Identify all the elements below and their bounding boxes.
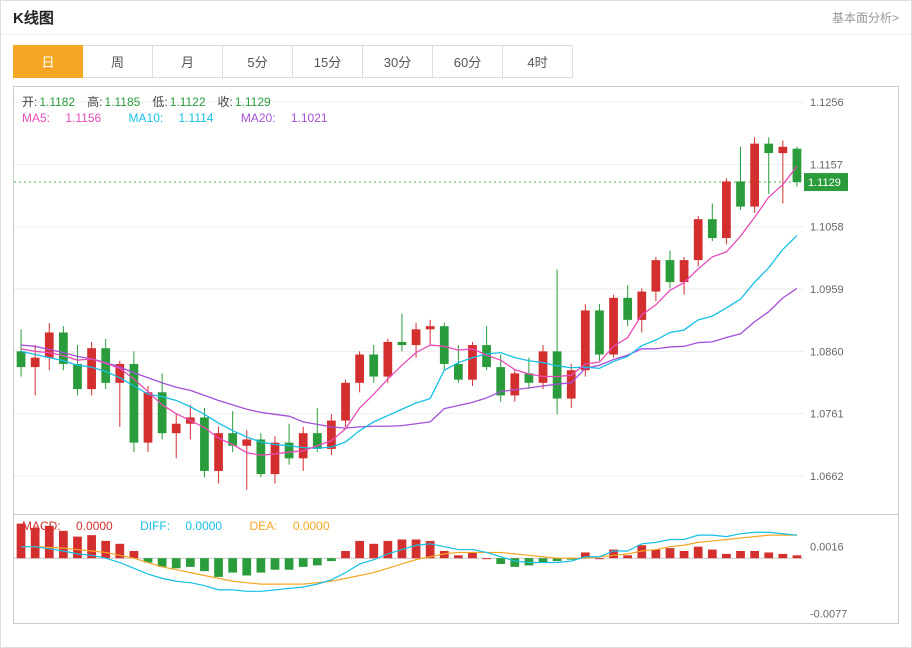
timeframe-tabs: 日周月5分15分30分60分4时 (1, 35, 911, 86)
ma20-label: MA20: 1.1021 (241, 111, 340, 125)
chart-title: K线图 (13, 7, 54, 28)
svg-text:1.1058: 1.1058 (810, 222, 844, 234)
candlestick-svg: 1.0662 1.0761 1.0860 1.0959 1.1058 1.1157 1.12… (14, 87, 849, 515)
diff-label: DIFF: 0.0000 (140, 519, 234, 533)
tab-月[interactable]: 月 (153, 45, 223, 78)
svg-text:1.1157: 1.1157 (810, 159, 843, 171)
open-label: 开: (22, 95, 37, 109)
svg-text:1.1129: 1.1129 (808, 177, 841, 189)
chart-area: 开:1.1182 高:1.1185 低:1.1122 收:1.1129 MA5:… (13, 86, 899, 624)
kline-panel: K线图 基本面分析> 日周月5分15分30分60分4时 开:1.1182 高:1… (0, 0, 912, 648)
ma5-label: MA5: 1.1156 (22, 111, 113, 125)
macd-label: MACD: 0.0000 (22, 519, 125, 533)
high-value: 1.1185 (105, 95, 141, 109)
close-value: 1.1129 (235, 95, 271, 109)
svg-text:0.0016: 0.0016 (810, 542, 844, 554)
dea-label: DEA: 0.0000 (249, 519, 341, 533)
tab-15分[interactable]: 15分 (293, 45, 363, 78)
high-label: 高: (87, 95, 102, 109)
tab-日[interactable]: 日 (13, 45, 83, 78)
tab-30分[interactable]: 30分 (363, 45, 433, 78)
tab-60分[interactable]: 60分 (433, 45, 503, 78)
macd-readout: MACD: 0.0000 DIFF: 0.0000 DEA: 0.0000 (22, 519, 354, 533)
main-chart[interactable]: 开:1.1182 高:1.1185 低:1.1122 收:1.1129 MA5:… (14, 87, 898, 515)
ohlc-readout: 开:1.1182 高:1.1185 低:1.1122 收:1.1129 (22, 93, 273, 110)
svg-text:1.0860: 1.0860 (810, 346, 844, 358)
svg-text:-0.0077: -0.0077 (810, 609, 847, 621)
macd-chart[interactable]: MACD: 0.0000 DIFF: 0.0000 DEA: 0.0000 -0… (14, 515, 898, 623)
svg-text:1.0959: 1.0959 (810, 284, 844, 296)
close-label: 收: (218, 95, 233, 109)
low-value: 1.1122 (170, 95, 206, 109)
ma-readout: MA5: 1.1156 MA10: 1.1114 MA20: 1.1021 (22, 111, 352, 125)
svg-text:1.1256: 1.1256 (810, 97, 844, 109)
tab-5分[interactable]: 5分 (223, 45, 293, 78)
header: K线图 基本面分析> (1, 1, 911, 35)
open-value: 1.1182 (39, 95, 75, 109)
svg-text:1.0761: 1.0761 (810, 409, 844, 421)
analysis-link[interactable]: 基本面分析> (832, 9, 899, 26)
ma10-label: MA10: 1.1114 (129, 111, 226, 125)
tab-周[interactable]: 周 (83, 45, 153, 78)
tab-4时[interactable]: 4时 (503, 45, 573, 78)
low-label: 低: (152, 95, 167, 109)
svg-text:1.0662: 1.0662 (810, 471, 844, 483)
